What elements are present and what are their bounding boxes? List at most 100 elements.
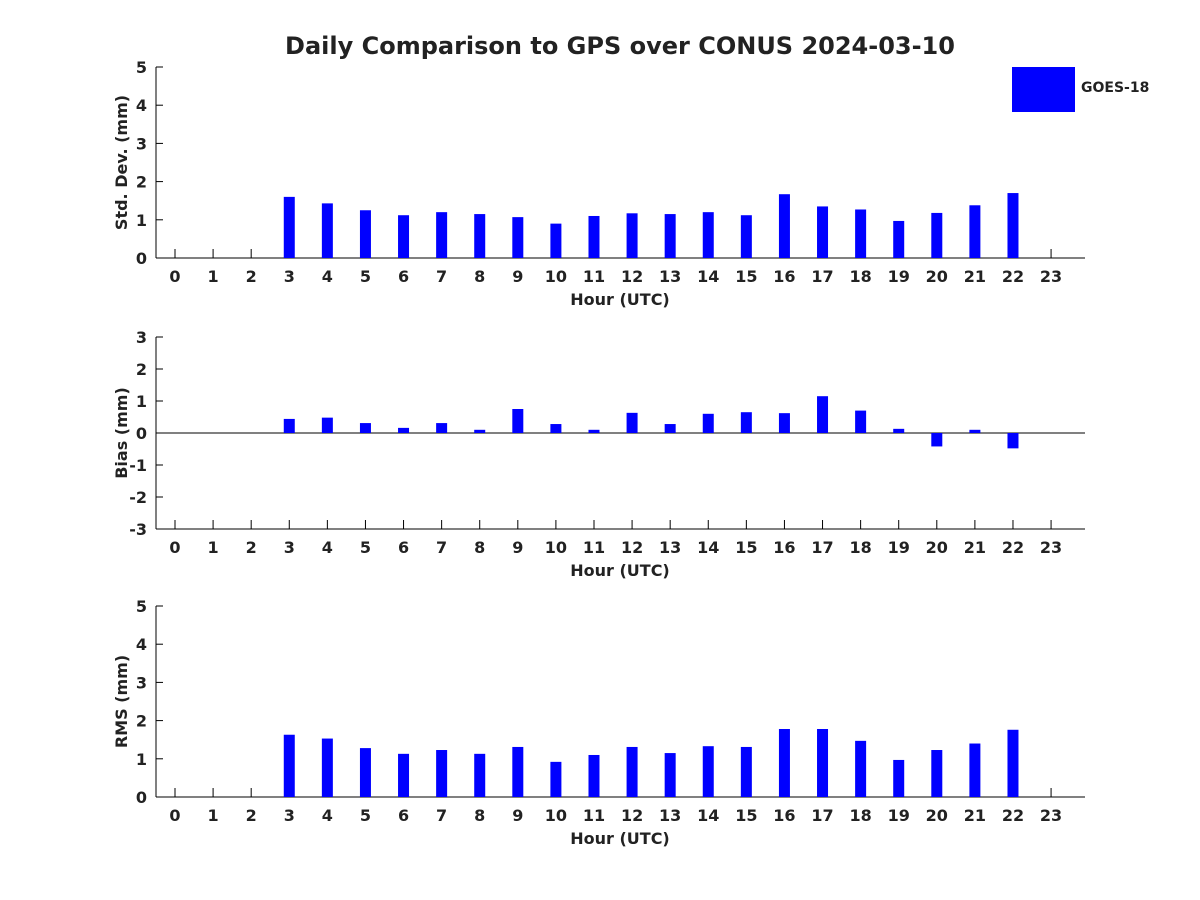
- bar-7: [436, 750, 448, 797]
- bar-4: [321, 417, 333, 433]
- x-tick-label: 17: [811, 267, 833, 286]
- y-tick-label: 3: [136, 134, 147, 153]
- x-tick-label: 16: [773, 267, 795, 286]
- x-tick-label: 5: [360, 267, 371, 286]
- bar-3: [283, 196, 295, 258]
- x-tick-label: 11: [583, 267, 605, 286]
- bar-11: [588, 215, 600, 258]
- y-tick-label: 3: [136, 328, 147, 347]
- x-tick-label: 14: [697, 538, 719, 557]
- x-tick-label: 8: [474, 538, 485, 557]
- y-tick-label: 2: [136, 360, 147, 379]
- bar-9: [512, 217, 524, 258]
- x-axis-label: Hour (UTC): [570, 829, 670, 848]
- x-tick-label: 19: [888, 267, 910, 286]
- x-tick-label: 18: [849, 267, 871, 286]
- bar-18: [855, 410, 867, 433]
- bar-21: [969, 743, 981, 797]
- x-tick-label: 2: [246, 806, 257, 825]
- x-tick-label: 18: [849, 806, 871, 825]
- bar-6: [398, 753, 410, 797]
- bar-14: [702, 413, 714, 433]
- bar-14: [702, 212, 714, 258]
- x-tick-label: 22: [1002, 538, 1024, 557]
- x-tick-label: 9: [512, 806, 523, 825]
- x-tick-label: 7: [436, 806, 447, 825]
- bar-13: [664, 753, 676, 797]
- y-tick-label: 1: [136, 750, 147, 769]
- bar-17: [817, 206, 829, 258]
- bar-16: [778, 413, 790, 433]
- legend-label: GOES-18: [1081, 80, 1150, 96]
- bar-19: [893, 759, 905, 797]
- y-axis-label: Bias (mm): [112, 387, 131, 479]
- bar-20: [931, 212, 943, 258]
- bar-20: [931, 750, 943, 797]
- y-tick-label: 0: [136, 424, 147, 443]
- bar-8: [474, 753, 486, 797]
- x-tick-label: 14: [697, 267, 719, 286]
- bar-11: [588, 754, 600, 797]
- x-tick-label: 10: [545, 806, 567, 825]
- x-tick-label: 1: [208, 538, 219, 557]
- y-tick-label: 0: [136, 788, 147, 807]
- x-tick-label: 23: [1040, 806, 1062, 825]
- bar-3: [283, 418, 295, 433]
- bar-16: [778, 194, 790, 258]
- bar-4: [321, 738, 333, 797]
- x-tick-label: 3: [284, 538, 295, 557]
- x-tick-label: 4: [322, 806, 333, 825]
- x-tick-label: 6: [398, 538, 409, 557]
- bar-19: [893, 428, 905, 433]
- x-tick-label: 2: [246, 267, 257, 286]
- x-tick-label: 20: [926, 267, 948, 286]
- x-tick-label: 19: [888, 538, 910, 557]
- x-tick-label: 8: [474, 267, 485, 286]
- x-tick-label: 21: [964, 806, 986, 825]
- x-tick-label: 21: [964, 538, 986, 557]
- bar-11: [588, 429, 600, 433]
- y-tick-label: 3: [136, 673, 147, 692]
- x-tick-label: 22: [1002, 267, 1024, 286]
- bar-10: [550, 761, 562, 797]
- bar-10: [550, 424, 562, 433]
- x-tick-label: 0: [169, 267, 180, 286]
- x-tick-label: 20: [926, 538, 948, 557]
- bar-12: [626, 412, 638, 433]
- x-tick-label: 16: [773, 806, 795, 825]
- x-tick-label: 15: [735, 538, 757, 557]
- x-tick-label: 4: [322, 538, 333, 557]
- y-tick-label: 0: [136, 249, 147, 268]
- x-tick-label: 13: [659, 267, 681, 286]
- bar-9: [512, 409, 524, 433]
- bar-13: [664, 214, 676, 258]
- bar-3: [283, 734, 295, 797]
- y-tick-label: 4: [136, 96, 147, 115]
- x-tick-label: 10: [545, 538, 567, 557]
- x-tick-label: 7: [436, 267, 447, 286]
- x-tick-label: 12: [621, 267, 643, 286]
- y-tick-label: 5: [136, 58, 147, 77]
- x-tick-label: 3: [284, 267, 295, 286]
- y-tick-label: 1: [136, 392, 147, 411]
- bar-22: [1007, 433, 1019, 449]
- x-tick-label: 17: [811, 538, 833, 557]
- x-tick-label: 5: [360, 806, 371, 825]
- y-tick-label: 1: [136, 211, 147, 230]
- x-tick-label: 20: [926, 806, 948, 825]
- y-tick-label: -3: [129, 520, 147, 539]
- legend-swatch: [1012, 67, 1075, 112]
- bar-7: [436, 423, 448, 433]
- x-tick-label: 4: [322, 267, 333, 286]
- y-tick-label: -1: [129, 456, 147, 475]
- x-tick-label: 12: [621, 538, 643, 557]
- bar-12: [626, 746, 638, 797]
- x-tick-label: 11: [583, 806, 605, 825]
- bar-6: [398, 215, 410, 258]
- bar-9: [512, 746, 524, 797]
- bar-18: [855, 740, 867, 797]
- bar-20: [931, 433, 943, 447]
- y-axis-label: Std. Dev. (mm): [112, 95, 131, 230]
- bar-22: [1007, 193, 1019, 258]
